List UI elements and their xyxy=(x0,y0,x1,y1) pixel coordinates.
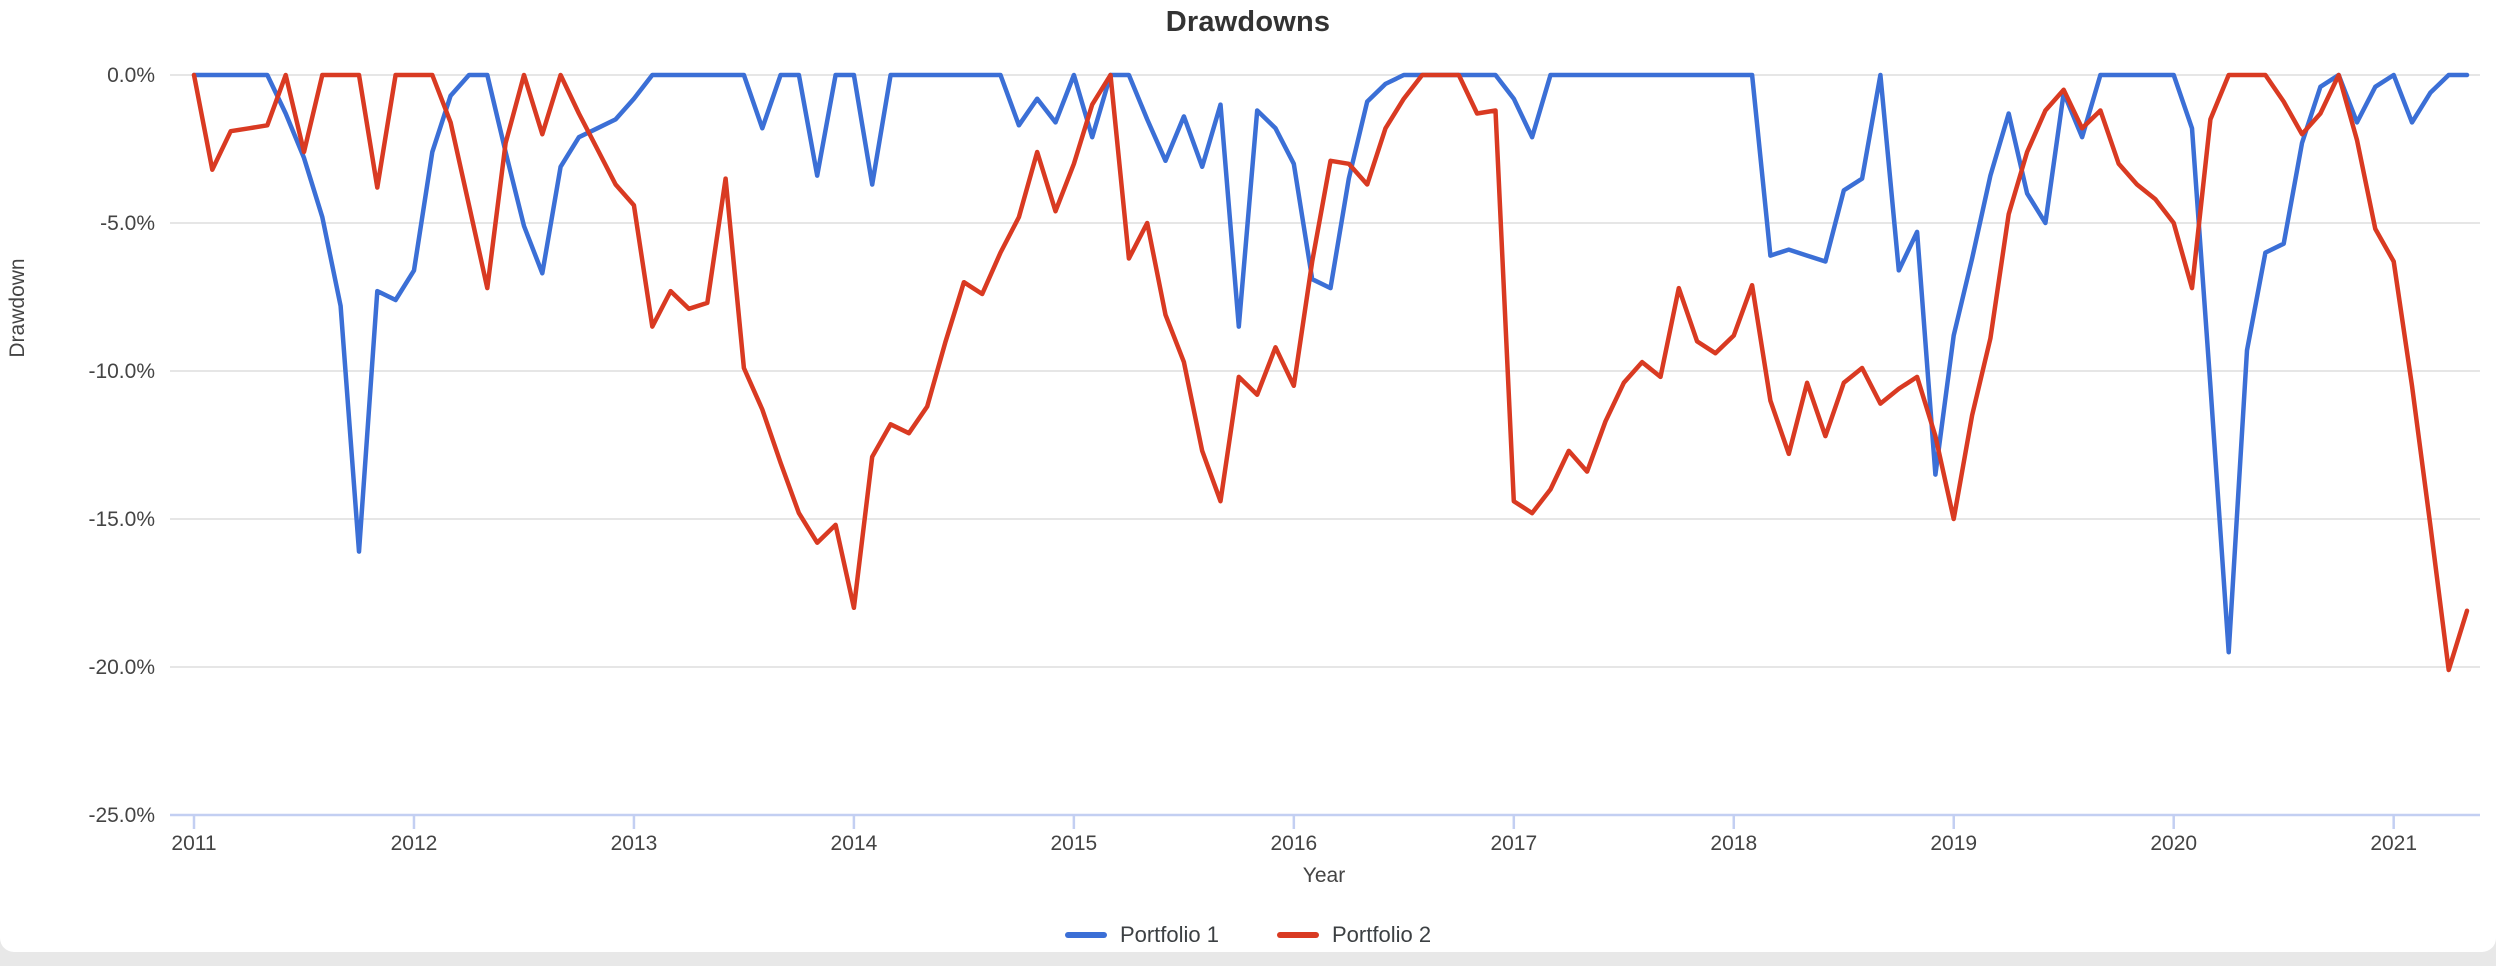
x-tick-label: 2014 xyxy=(831,832,878,855)
y-tick-label: 0.0% xyxy=(107,64,155,87)
x-tick-label: 2016 xyxy=(1270,832,1317,855)
x-tick-label: 2011 xyxy=(171,832,216,855)
x-axis-title: Year xyxy=(1302,864,1346,887)
legend-item-portfolio-1[interactable]: Portfolio 1 xyxy=(1064,922,1219,948)
x-tick-label: 2019 xyxy=(1930,832,1977,855)
y-tick-label: -15.0% xyxy=(88,508,155,531)
y-tick-label: -25.0% xyxy=(88,804,155,827)
portfolio-2-swatch-icon xyxy=(1277,932,1319,938)
portfolio-1-swatch-icon xyxy=(1064,932,1107,938)
portfolio-2-line[interactable] xyxy=(191,72,2470,673)
x-tick-label: 2020 xyxy=(2150,832,2197,855)
drawdowns-line-chart: 0.0% -5.0% -10.0% -15.0% -20.0% -25.0% 2011 201… xyxy=(88,64,2480,855)
y-tick-label: -10.0% xyxy=(88,360,155,383)
x-tick-label: 2012 xyxy=(391,832,438,855)
x-tick-label: 2021 xyxy=(2370,832,2417,855)
portfolio-1-line[interactable] xyxy=(191,72,2470,655)
x-tick-label: 2013 xyxy=(611,832,658,855)
y-tick-label: -20.0% xyxy=(88,656,155,679)
chart-legend: Portfolio 1 Portfolio 2 xyxy=(0,922,2496,948)
chart-title: Drawdowns xyxy=(1165,6,1331,38)
y-tick-label: -5.0% xyxy=(100,212,155,235)
x-tick-label: 2017 xyxy=(1490,832,1537,855)
x-tick-label: 2015 xyxy=(1051,832,1098,855)
legend-label: Portfolio 1 xyxy=(1119,922,1219,947)
legend-item-portfolio-2[interactable]: Portfolio 2 xyxy=(1277,922,1431,948)
legend-label: Portfolio 2 xyxy=(1332,922,1432,947)
x-tick-label: 2018 xyxy=(1710,832,1757,855)
